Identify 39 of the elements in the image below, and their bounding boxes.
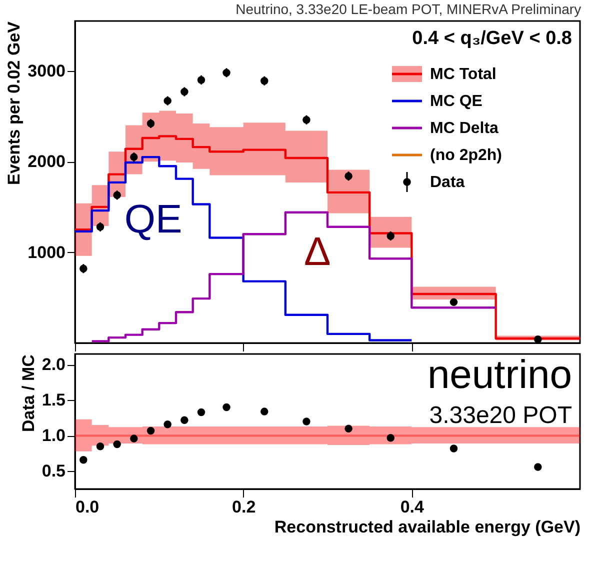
y-axis-title: Data / MC — [18, 354, 38, 432]
y-tick-label: 1.0 — [42, 426, 66, 446]
y-tick-label: 1000 — [28, 242, 66, 262]
point — [222, 68, 230, 77]
point — [113, 191, 121, 200]
x-tick-label: 0.0 — [76, 498, 100, 516]
y-tick-label: 2.0 — [42, 355, 66, 374]
legend-label: MC Delta — [430, 120, 499, 137]
point — [164, 96, 172, 105]
point — [180, 88, 188, 96]
point — [260, 77, 268, 85]
y-axis-title: Events per 0.02 GeV — [4, 20, 24, 185]
point — [450, 298, 458, 306]
legend-label: (no 2p2h) — [430, 147, 502, 164]
annotation: neutrino — [427, 353, 572, 397]
point — [197, 76, 206, 84]
legend-title: 0.4 < q₃/GeV < 0.8 — [412, 28, 572, 49]
x-tick-label: 0.2 — [232, 498, 256, 516]
point — [80, 264, 88, 272]
point — [386, 232, 394, 240]
point — [302, 116, 310, 124]
x-tick-label: 0.4 — [400, 498, 425, 516]
x-axis-title: Reconstructed available energy (GeV) — [274, 518, 580, 536]
legend-label: MC QE — [430, 93, 483, 110]
y-tick-label: 0.5 — [42, 462, 66, 481]
point — [146, 120, 155, 128]
point — [96, 223, 104, 231]
chart-title: Neutrino, 3.33e20 LE-beam POT, MINERvA Preliminary — [236, 1, 582, 17]
y-tick-label: 1.5 — [42, 390, 66, 410]
annotation: QE — [124, 198, 182, 242]
legend-label: Data — [430, 174, 465, 191]
legend-label: MC Total — [430, 66, 496, 83]
point — [534, 336, 542, 344]
point — [130, 153, 138, 161]
point — [344, 172, 352, 180]
annotation: 3.33e20 POT — [429, 402, 572, 429]
annotation: Δ — [304, 230, 331, 274]
y-tick-label: 2000 — [28, 152, 66, 172]
y-tick-label: 3000 — [28, 61, 66, 80]
